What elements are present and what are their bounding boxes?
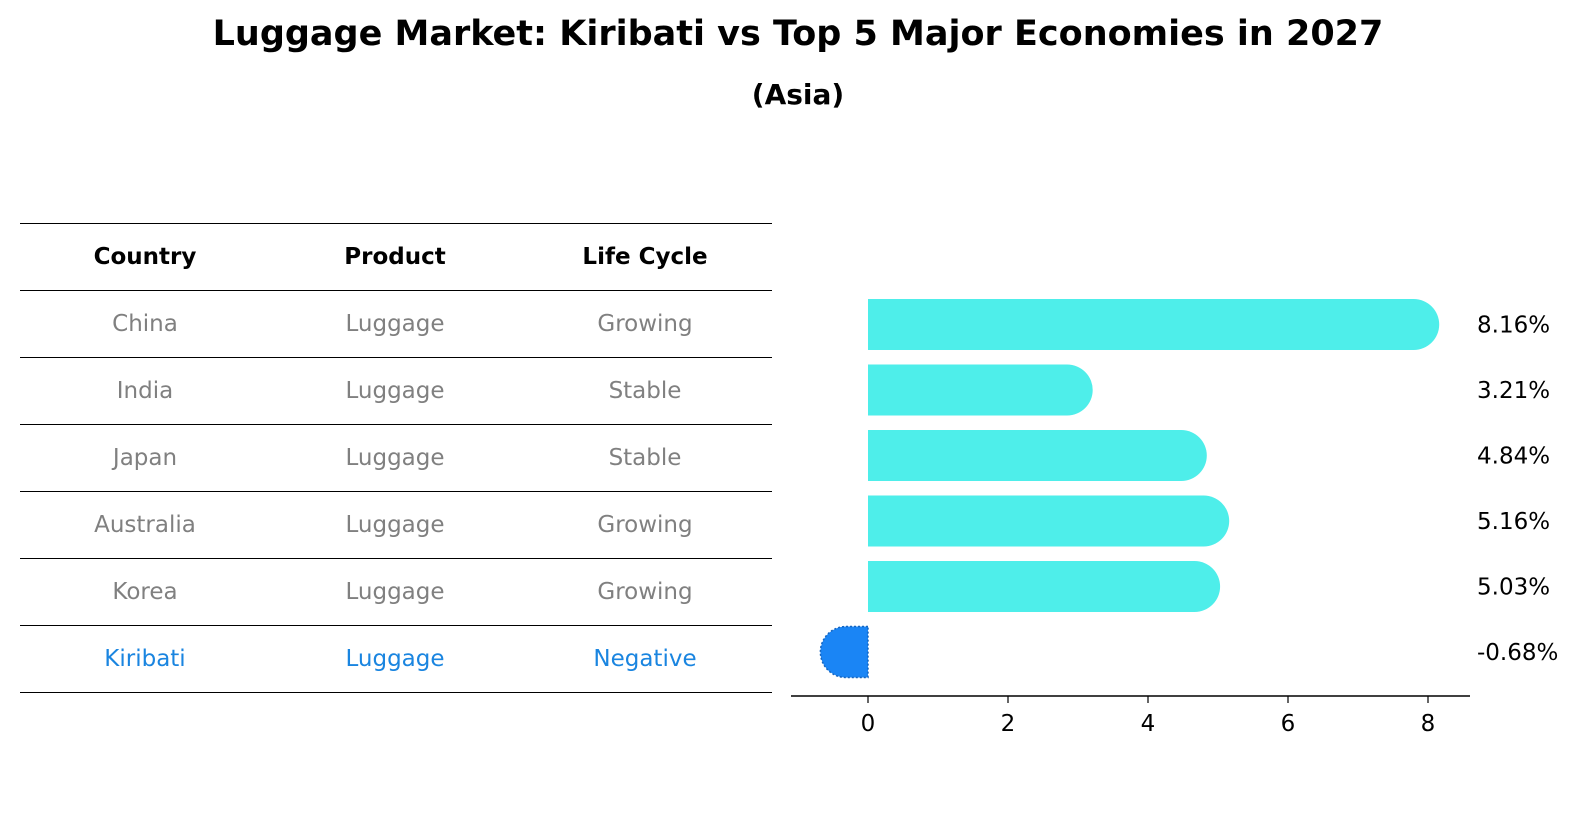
cell-country: India [116,378,174,404]
cell-product: Luggage [345,378,445,404]
value-label: -0.68% [1477,640,1558,666]
x-tick-label: 4 [1141,711,1156,737]
cell-life-cycle: Growing [597,311,693,337]
value-label: 5.03% [1477,575,1550,601]
cell-country: Korea [112,579,178,605]
chart-subtitle: (Asia) [751,78,845,111]
cell-product: Luggage [345,646,445,672]
value-label: 8.16% [1477,313,1550,339]
cell-country: Australia [94,512,196,538]
bar-australia [868,495,1230,547]
header-product: Product [344,244,446,270]
table-header-row: Country Product Life Cycle [20,223,772,290]
x-tick-label: 2 [1001,711,1016,737]
value-label: 4.84% [1477,444,1550,470]
cell-life-cycle: Stable [608,445,682,471]
table-row: China Luggage Growing [20,290,772,357]
value-label: 3.21% [1477,378,1550,404]
bar-korea [868,561,1221,612]
cell-product: Luggage [345,512,445,538]
x-tick-label: 6 [1281,711,1296,737]
cell-country: China [112,311,178,337]
cell-country: Japan [112,445,178,471]
table-row: Japan Luggage Stable [20,424,772,491]
bar-india [868,364,1093,416]
cell-life-cycle: Growing [597,512,693,538]
table-row: India Luggage Stable [20,357,772,424]
value-label: 5.16% [1477,509,1550,535]
x-tick-label: 8 [1421,711,1436,737]
header-country: Country [93,244,197,270]
chart-title: Luggage Market: Kiribati vs Top 5 Major … [212,14,1384,54]
x-tick-label: 0 [861,711,876,737]
data-table: Country Product Life Cycle China Luggage… [20,223,772,693]
table-row: Australia Luggage Growing [20,491,772,558]
cell-product: Luggage [345,311,445,337]
cell-product: Luggage [345,445,445,471]
cell-product: Luggage [345,579,445,605]
cell-country: Kiribati [104,646,186,672]
table-row: Korea Luggage Growing [20,558,772,625]
table-row-highlight: Kiribati Luggage Negative [20,625,772,693]
bar-kiribati [819,625,869,679]
cell-life-cycle: Growing [597,579,693,605]
cell-life-cycle: Negative [593,646,697,672]
bar-china [868,299,1440,350]
header-life-cycle: Life Cycle [582,244,708,270]
bar-japan [868,430,1207,481]
cell-life-cycle: Stable [608,378,682,404]
